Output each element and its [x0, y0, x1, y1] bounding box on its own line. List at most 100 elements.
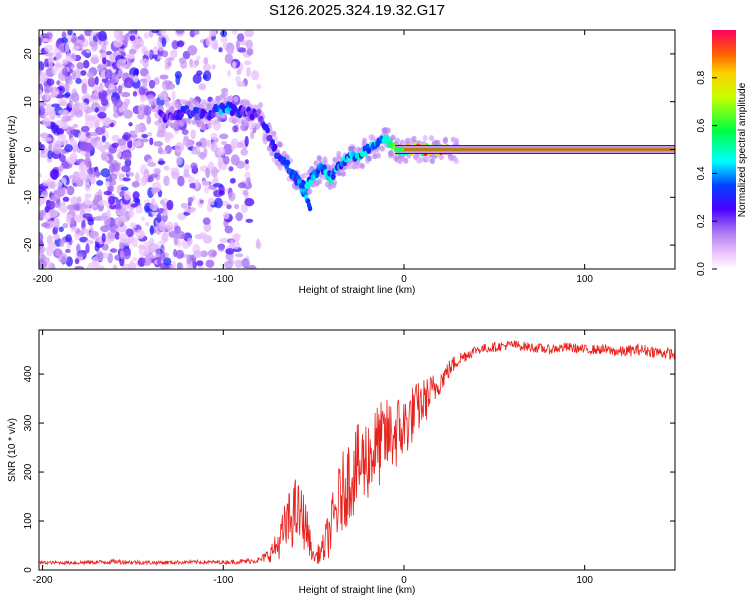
heatmap-cell	[75, 215, 82, 223]
heatmap-cell	[256, 83, 262, 90]
heatmap-cell	[68, 99, 73, 109]
heatmap-cell	[242, 189, 249, 196]
heatmap-cell	[202, 234, 213, 244]
heatmap-cell	[233, 96, 239, 103]
heatmap-cell	[176, 30, 185, 35]
heatmap-cell	[100, 225, 110, 233]
heatmap-cell	[201, 180, 210, 187]
heatmap-cell	[224, 53, 233, 64]
heatmap-cell	[39, 173, 43, 178]
heatmap-cell	[48, 108, 56, 119]
heatmap-cell	[39, 101, 47, 107]
heatmap-cell	[71, 45, 80, 52]
heatmap-cell	[200, 250, 208, 258]
heatmap-cell	[113, 99, 124, 108]
heatmap-cell	[213, 183, 223, 188]
colorbar-label: Normalized spectral amplitude	[737, 82, 748, 217]
heatmap-cell	[332, 179, 338, 186]
heatmap-cell	[96, 180, 104, 186]
heatmap-cell	[70, 129, 80, 135]
heatmap-cell	[192, 30, 200, 36]
heatmap-cell	[231, 233, 241, 241]
heatmap-cell	[186, 209, 195, 214]
heatmap-cell	[205, 139, 212, 148]
heatmap-cell	[217, 156, 224, 168]
heatmap-cell	[51, 87, 60, 96]
heatmap-cell	[119, 250, 125, 260]
heatmap-cell	[140, 67, 149, 77]
colorbar-tick-label: 0.2	[696, 214, 707, 228]
figure-title: S126.2025.324.19.32.G17	[269, 2, 445, 19]
heatmap-cell	[140, 257, 146, 264]
heatmap-cell	[98, 30, 107, 42]
heatmap-cell	[122, 151, 132, 161]
heatmap-cell	[189, 64, 198, 69]
heatmap-cell	[183, 99, 189, 106]
heatmap-cell	[100, 168, 111, 178]
heatmap-cell	[217, 244, 225, 252]
heatmap-cell	[225, 248, 235, 255]
heatmap-cell	[52, 143, 62, 155]
heatmap-cell	[94, 76, 99, 86]
heatmap-cell	[255, 238, 261, 249]
heatmap-cell	[198, 83, 207, 91]
heatmap-cell	[298, 182, 304, 189]
heatmap-cell	[132, 191, 140, 200]
heatmap-cell	[370, 134, 376, 141]
heatmap-cell	[199, 232, 207, 237]
heatmap-cell	[193, 250, 202, 258]
heatmap-cell	[205, 259, 215, 268]
heatmap-cell	[82, 213, 93, 219]
heatmap-cell	[61, 59, 68, 65]
heatmap-cell	[57, 133, 66, 140]
heatmap-cell	[57, 98, 68, 107]
heatmap-cell	[217, 147, 226, 156]
heatmap-cell	[277, 164, 283, 171]
heatmap-cell	[82, 227, 87, 234]
heatmap-cell	[78, 131, 87, 142]
heatmap-cell	[97, 111, 107, 119]
heatmap-cell	[139, 58, 149, 65]
spectrogram-y-label: Frequency (Hz)	[7, 116, 18, 185]
heatmap-cell	[151, 30, 160, 34]
heatmap-cell	[244, 60, 252, 66]
heatmap-cell	[112, 264, 118, 269]
heatmap-cell	[58, 226, 64, 233]
heatmap-cell	[187, 197, 194, 204]
heatmap-cell	[94, 235, 104, 242]
heatmap-cell	[129, 222, 137, 229]
heatmap-cell	[108, 195, 115, 205]
heatmap-cell	[236, 81, 246, 88]
heatmap-cell	[86, 115, 95, 121]
heatmap-cell	[69, 137, 75, 146]
heatmap-cell	[42, 117, 51, 127]
heatmap-cell	[256, 109, 262, 116]
heatmap-cell	[67, 204, 77, 211]
heatmap-cell	[54, 63, 65, 68]
heatmap-cell	[188, 176, 196, 186]
colorbar-tick-label: 0.6	[696, 118, 707, 132]
heatmap-cell	[218, 108, 224, 116]
heatmap-cell	[237, 118, 243, 125]
heatmap-cell	[148, 97, 158, 106]
heatmap-cell	[124, 158, 132, 167]
heatmap-cell	[62, 222, 69, 229]
heatmap-cell	[143, 105, 152, 116]
heatmap-cell	[69, 152, 78, 163]
heatmap-cell	[144, 245, 150, 256]
heatmap-cell	[143, 50, 151, 56]
heatmap-cell	[307, 188, 313, 195]
heatmap-cell	[83, 60, 90, 69]
heatmap-cell	[186, 237, 193, 246]
heatmap-cell	[119, 217, 129, 223]
heatmap-cell	[177, 175, 185, 187]
heatmap-cell	[109, 248, 118, 253]
heatmap-cell	[119, 30, 124, 37]
heatmap-cell	[80, 125, 90, 133]
heatmap-cell	[48, 142, 53, 153]
heatmap-cell	[208, 119, 214, 126]
snr-y-label: SNR (10 * v/v)	[7, 418, 18, 482]
heatmap-cell	[84, 200, 94, 206]
snr-x-label: Height of straight line (km)	[299, 585, 416, 596]
heatmap-cell	[41, 37, 48, 43]
